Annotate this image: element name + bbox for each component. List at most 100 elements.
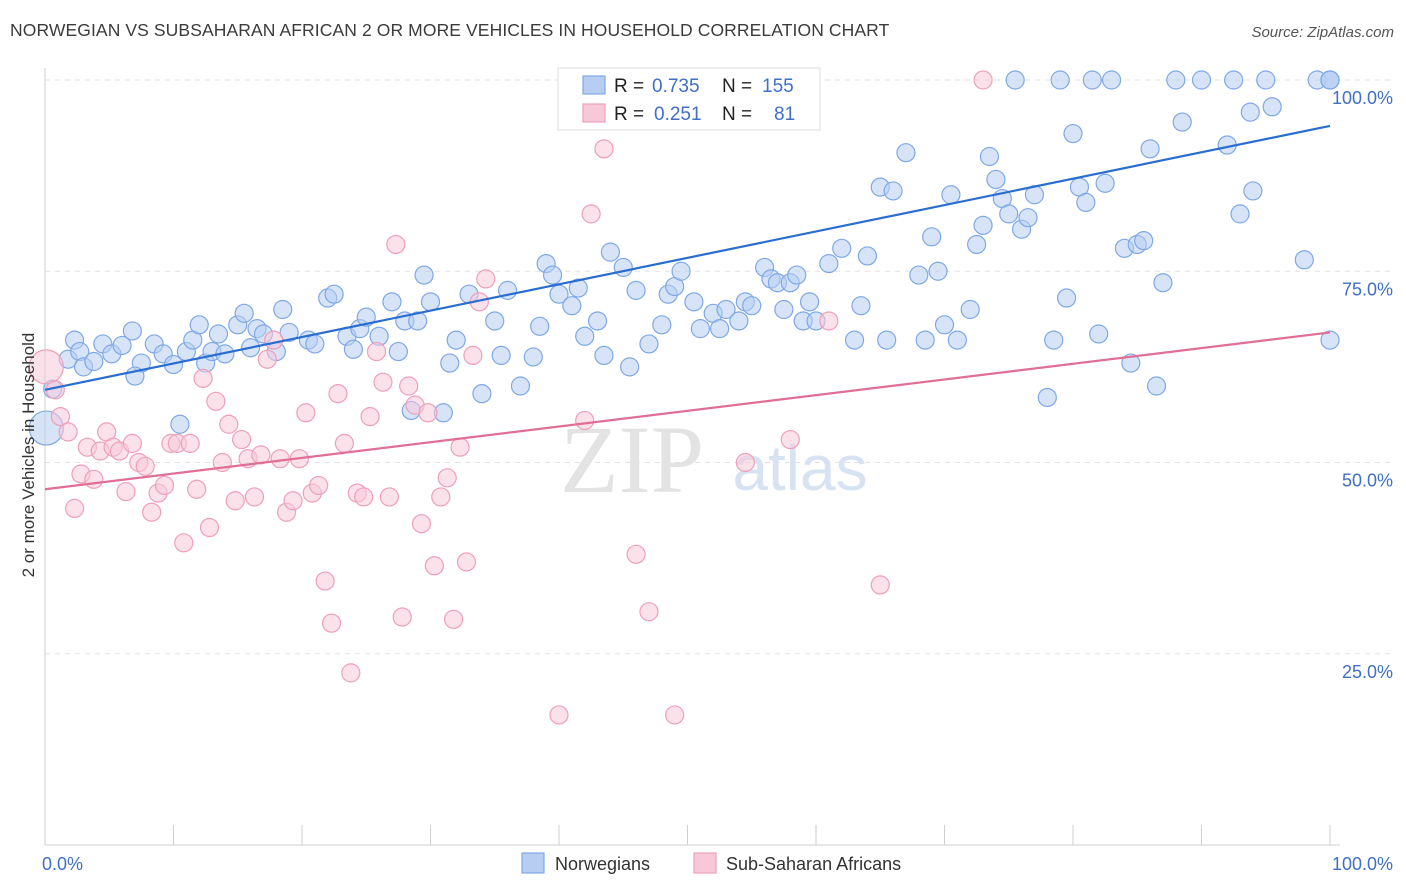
y-tick-label-50: 50.0% <box>1342 471 1393 491</box>
subsaharan-point <box>199 517 220 538</box>
norwegian-point <box>896 143 916 163</box>
subsaharan-point <box>270 449 290 469</box>
norwegian-point <box>684 292 704 312</box>
axes <box>44 68 1340 846</box>
norwegian-point <box>1121 353 1141 373</box>
subsaharan-point <box>309 475 329 496</box>
subsaharan-point <box>328 384 348 404</box>
chart-title: NORWEGIAN VS SUBSAHARAN AFRICAN 2 OR MOR… <box>10 20 890 40</box>
subsaharan-point <box>232 429 252 450</box>
subsaharan-point <box>50 407 71 427</box>
subsaharan-point <box>444 609 464 629</box>
norwegian-point <box>799 292 820 312</box>
subsaharan-point <box>665 705 685 725</box>
subsaharan-point <box>366 341 387 362</box>
y-tick-label-75: 75.0% <box>1342 279 1393 299</box>
norwegian-point <box>408 311 428 331</box>
norwegian-trend-line <box>44 124 1331 391</box>
norwegian-point <box>414 265 434 285</box>
legend-n-value-subsaharan: 81 <box>774 104 795 125</box>
norwegian-point <box>857 246 878 266</box>
subsaharan-point <box>142 502 162 522</box>
subsaharan-point <box>735 452 755 473</box>
norwegian-point <box>1076 192 1096 212</box>
norwegian-point <box>716 299 736 320</box>
y-tick-label-100: 100.0% <box>1332 88 1393 108</box>
norwegian-point <box>973 215 993 235</box>
norwegian-point <box>122 321 142 341</box>
subsaharan-point <box>283 491 303 511</box>
norwegian-point <box>324 284 344 304</box>
norwegian-point <box>844 330 865 350</box>
grid-lines <box>45 79 1395 655</box>
subsaharan-point <box>379 487 399 507</box>
subsaharan-point <box>296 403 316 423</box>
norwegian-point <box>343 339 363 359</box>
norwegian-point <box>1082 70 1102 90</box>
x-tick-label-max: 100.0% <box>1332 854 1393 874</box>
norwegian-point <box>1140 139 1160 159</box>
norwegian-point <box>1191 70 1212 90</box>
norwegian-point <box>446 330 466 350</box>
norwegian-point <box>819 254 839 274</box>
subsaharan-point <box>264 330 284 350</box>
norwegian-point <box>613 257 633 278</box>
subsaharan-point <box>58 422 78 442</box>
subsaharan-point <box>639 602 659 622</box>
legend-swatch-subsaharan <box>582 103 606 123</box>
norwegian-point <box>1243 181 1263 201</box>
norwegian-point <box>620 357 640 377</box>
norwegian-point <box>941 185 961 205</box>
norwegian-point <box>934 315 955 335</box>
norwegian-point <box>1044 330 1064 350</box>
norwegian-point <box>575 326 595 346</box>
norwegian-point <box>1089 324 1109 344</box>
subsaharan-point <box>575 410 595 431</box>
norwegian-point <box>1101 70 1122 90</box>
norwegian-point <box>420 292 441 312</box>
norwegian-point <box>979 146 1000 167</box>
norwegian-point <box>356 307 376 327</box>
norwegian-point <box>1056 288 1077 308</box>
norwegian-point <box>1240 102 1260 122</box>
norwegian-point <box>999 204 1019 224</box>
norwegian-point <box>1320 70 1340 90</box>
subsaharan-point <box>244 487 265 507</box>
subsaharan-point <box>780 429 800 450</box>
legend-r-label-2: R = <box>614 104 644 125</box>
subsaharan-point <box>64 498 85 518</box>
norwegian-point <box>485 311 505 331</box>
y-axis-label: 2 or more Vehicles in Household <box>19 333 38 578</box>
norwegian-point <box>774 299 794 320</box>
norwegian-point <box>1153 273 1173 293</box>
stats-legend: R = 0.735 N = 155 R = 0.251 N = 81 <box>557 67 821 131</box>
subsaharan-point <box>594 139 614 159</box>
norwegian-point <box>472 384 492 404</box>
subsaharan-point <box>225 491 245 511</box>
subsaharan-trend-line <box>44 331 1331 491</box>
norwegian-point <box>883 181 903 201</box>
subsaharan-point <box>626 544 646 564</box>
norwegian-point <box>729 311 749 331</box>
norwegian-point <box>1095 173 1115 193</box>
legend-r-label-1: R = <box>614 76 644 97</box>
norwegian-point <box>388 341 408 362</box>
norwegian-point <box>530 316 550 336</box>
source-credit: Source: ZipAtlas.com <box>1251 24 1394 41</box>
norwegian-point <box>1262 97 1282 117</box>
subsaharan-point <box>135 456 155 476</box>
norwegian-point <box>690 319 710 339</box>
bottom-legend-swatch-subsaharan <box>693 852 717 874</box>
subsaharan-point <box>334 433 355 453</box>
subsaharan-point <box>373 372 393 392</box>
subsaharan-point <box>354 487 374 507</box>
data-points <box>28 70 1340 725</box>
subsaharan-point <box>28 349 64 385</box>
norwegian-point <box>562 296 582 316</box>
subsaharan-point <box>424 556 444 576</box>
norwegian-point <box>189 315 209 335</box>
subsaharan-point <box>870 575 890 595</box>
norwegian-point <box>510 376 531 396</box>
legend-r-value-norwegians: 0.735 <box>652 76 700 97</box>
